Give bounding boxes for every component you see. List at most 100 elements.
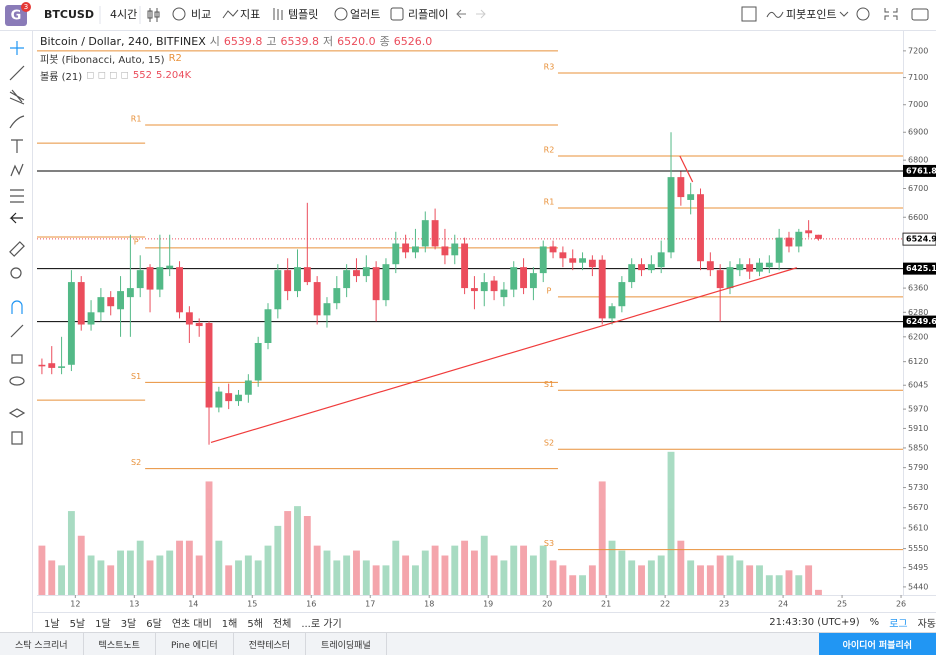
bottom-tab[interactable]: 스탁 스크리너 (0, 633, 84, 655)
hide-toolbar[interactable] (9, 212, 23, 224)
volume-bar (126, 550, 134, 595)
y-tick-label: 5550 (908, 544, 928, 553)
volume-bar (67, 511, 75, 595)
settings-icon[interactable] (856, 7, 870, 21)
price-tag-label: 6425.1 (906, 264, 936, 273)
trend-line[interactable] (679, 155, 694, 183)
zoom-tool[interactable] (10, 267, 22, 279)
clock[interactable]: 21:43:30 (UTC+9) (769, 617, 860, 628)
range-button[interactable]: 3달 (120, 619, 137, 630)
toolbar-item[interactable]: 비교 (191, 8, 211, 21)
toolbar-item[interactable]: 리플레이 (408, 8, 448, 21)
candle-body (117, 291, 124, 310)
volume-bar (775, 575, 783, 595)
object-tree[interactable] (8, 408, 26, 418)
range-button[interactable]: 5해 (247, 619, 263, 630)
candle-body (569, 258, 577, 263)
candle-body (412, 246, 419, 253)
template-icon[interactable] (273, 8, 283, 20)
candle-body (274, 270, 282, 310)
drawing-tools (8, 41, 26, 445)
scale-option[interactable]: 자동 (917, 619, 936, 630)
interval[interactable]: 4시간 (110, 8, 137, 21)
toolbar-item[interactable]: 지표 (240, 8, 260, 21)
volume-bar (107, 565, 115, 595)
toolbar-item[interactable]: 얼러트 (350, 7, 380, 21)
redo-icon[interactable] (476, 9, 486, 19)
scale-option[interactable]: % (869, 617, 880, 628)
y-tick-label: 6120 (908, 357, 928, 366)
pivot-label: S2 (131, 458, 141, 467)
prediction-tool[interactable] (10, 189, 24, 203)
dropdown-icon[interactable] (839, 11, 849, 17)
measure-tool[interactable] (9, 241, 25, 257)
brush-tool[interactable] (9, 115, 25, 129)
snapshot-icon[interactable] (911, 8, 929, 21)
bottom-tab[interactable]: 전략테스터 (234, 633, 307, 655)
indicator-icon[interactable] (222, 9, 239, 19)
symbol[interactable]: BTCUSD (44, 8, 94, 21)
publish-button[interactable]: 아이디어 퍼블리쉬 (818, 633, 936, 655)
range-button[interactable]: 1달 (95, 619, 111, 630)
volume-bar (412, 565, 419, 595)
lock-draw-tool[interactable] (10, 324, 24, 338)
volume-bar (480, 535, 488, 595)
trend-line[interactable] (210, 267, 798, 443)
text-tool[interactable] (11, 139, 23, 153)
lock-tool[interactable] (11, 354, 23, 364)
top-toolbar (0, 0, 936, 30)
range-button[interactable]: 1해 (221, 619, 238, 630)
volume-bar (156, 555, 164, 595)
range-button[interactable]: 5날 (69, 619, 86, 630)
bottom-tab[interactable]: Pine 에디터 (156, 633, 234, 655)
magnet-tool[interactable] (11, 300, 23, 314)
candle-body (264, 309, 272, 343)
fullscreen-icon[interactable] (884, 8, 898, 20)
pivot-icon[interactable] (766, 11, 784, 18)
candle-body (235, 394, 242, 402)
volume-bar (706, 565, 714, 595)
visibility-tool[interactable] (9, 376, 25, 386)
candle-body (785, 237, 793, 247)
range-button[interactable]: 전체 (272, 619, 292, 630)
compare-icon[interactable] (172, 7, 186, 21)
pivot-template[interactable]: 피봇포인트 (786, 8, 837, 21)
trendline-tool[interactable] (9, 65, 25, 81)
x-tick-label: 12 (70, 600, 80, 609)
undo-icon[interactable] (456, 9, 466, 19)
study-name[interactable]: 피봇 (Fibonacci, Auto, 15) (40, 55, 165, 66)
volume-bar (254, 560, 262, 595)
candle-body (687, 194, 695, 200)
y-tick-label: 7100 (908, 73, 928, 82)
bottom-tab[interactable]: 트레이딩패널 (306, 633, 387, 655)
volume-bar (97, 560, 105, 595)
logo[interactable] (5, 5, 27, 26)
scale-option[interactable]: 로그 (889, 619, 908, 630)
volume-bar (736, 560, 744, 595)
study-name[interactable]: 볼륨 (21) (40, 72, 83, 83)
candle-body (362, 267, 370, 277)
fib-tool[interactable] (9, 89, 25, 105)
candle-type-icon[interactable] (147, 8, 160, 22)
volume-bar (343, 555, 351, 595)
layout-icon[interactable] (741, 6, 757, 22)
pattern-tool[interactable] (10, 163, 24, 177)
alert-icon[interactable] (334, 7, 348, 21)
range-button[interactable]: 1날 (44, 619, 60, 630)
toolbar-item[interactable]: 템플릿 (288, 8, 318, 21)
candle-body (805, 230, 813, 234)
candle-body (677, 177, 685, 198)
goto-date[interactable]: ...로 가기 (301, 619, 342, 630)
volume-bar (726, 555, 734, 595)
x-tick-label: 19 (483, 600, 493, 609)
volume-bar (117, 550, 124, 595)
crosshair-tool[interactable] (10, 41, 24, 55)
delete-tool[interactable] (11, 431, 23, 445)
y-tick-label: 6360 (908, 284, 928, 293)
study-buttons[interactable]: ◻ ◻ ◻ ◻ (86, 70, 129, 81)
range-button[interactable]: 연초 대비 (171, 619, 212, 630)
volume-bar (756, 565, 763, 595)
range-button[interactable]: 6달 (146, 619, 162, 630)
bottom-tab[interactable]: 텍스트노트 (84, 633, 156, 655)
replay-icon[interactable] (390, 7, 404, 21)
